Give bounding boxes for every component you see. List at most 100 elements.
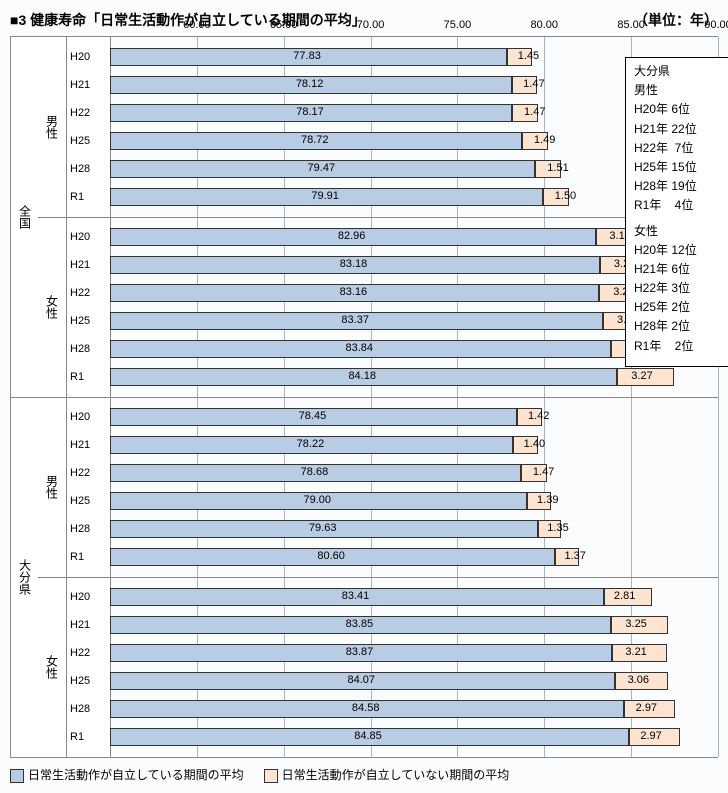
bar-value: 84.85	[354, 730, 382, 742]
bar-value: 78.68	[301, 466, 329, 478]
bar-value: 3.21	[625, 646, 646, 658]
year-label: R1	[70, 363, 110, 391]
info-line: H25年 15位	[634, 158, 720, 177]
info-line: R1年 2位	[634, 337, 720, 356]
info-line: H22年 3位	[634, 279, 720, 298]
info-line: H20年 12位	[634, 241, 720, 260]
year-label: H22	[70, 639, 110, 667]
category-label: 女性	[38, 217, 67, 397]
year-label: H20	[70, 43, 110, 71]
info-line: H20年 6位	[634, 100, 720, 119]
bar-value: 1.35	[547, 522, 568, 534]
year-label: H25	[70, 307, 110, 335]
bar-value: 1.45	[518, 50, 539, 62]
x-tick-label: 70.00	[357, 19, 385, 31]
bar-value: 83.87	[346, 646, 374, 658]
bar-value: 84.07	[347, 674, 375, 686]
bar-value: 1.47	[524, 106, 545, 118]
bar-value: 1.47	[523, 78, 544, 90]
legend-series2: 日常生活動作が自立していない期間の平均	[282, 768, 510, 782]
bar-value: 1.42	[528, 410, 549, 422]
bar-value: 1.50	[555, 190, 576, 202]
bar-value: 3.25	[625, 618, 646, 630]
info-line: H25年 2位	[634, 298, 720, 317]
bar-value: 2.81	[614, 590, 635, 602]
region-label: 全国	[10, 37, 40, 397]
x-tick-label: 85.00	[617, 19, 645, 31]
bar-value: 2.97	[636, 702, 657, 714]
bar-value: 83.41	[342, 590, 370, 602]
bar-value: 83.16	[340, 286, 368, 298]
year-label: H20	[70, 583, 110, 611]
info-head: 女性	[634, 222, 720, 241]
year-label: H21	[70, 431, 110, 459]
year-label: H22	[70, 459, 110, 487]
bar-value: 80.60	[317, 550, 345, 562]
bar-value: 84.18	[348, 370, 376, 382]
bar-value: 1.49	[534, 134, 555, 146]
bar-value: 84.58	[352, 702, 380, 714]
bar-value: 1.39	[537, 494, 558, 506]
region-label: 大分県	[10, 397, 40, 757]
year-label: H21	[70, 71, 110, 99]
year-label: H22	[70, 99, 110, 127]
info-line: H28年 2位	[634, 317, 720, 336]
bar-value: 1.47	[533, 466, 554, 478]
year-label: H21	[70, 611, 110, 639]
info-line: R1年 4位	[634, 196, 720, 215]
year-label: H20	[70, 223, 110, 251]
bar-value: 83.37	[341, 314, 369, 326]
bar-value: 3.06	[628, 674, 649, 686]
info-line: H28年 19位	[634, 177, 720, 196]
x-tick-label: 65.00	[270, 19, 298, 31]
year-label: H28	[70, 155, 110, 183]
year-label: H25	[70, 487, 110, 515]
bar-value: 1.51	[547, 162, 568, 174]
bar-value: 82.96	[338, 230, 366, 242]
category-label: 女性	[38, 577, 67, 757]
category-label: 男性	[38, 397, 67, 577]
year-label: H28	[70, 515, 110, 543]
bar-value: 78.12	[296, 78, 324, 90]
x-tick-label: 75.00	[444, 19, 472, 31]
year-label: R1	[70, 543, 110, 571]
year-label: R1	[70, 723, 110, 751]
year-label: H25	[70, 667, 110, 695]
bar-value: 3.27	[631, 370, 652, 382]
bar-value: 78.72	[301, 134, 329, 146]
category-label: 男性	[38, 37, 67, 217]
info-head: 男性	[634, 81, 720, 100]
plot-area: 60.0065.0070.0075.0080.0085.0090.00 H207…	[10, 36, 718, 758]
info-line: H21年 22位	[634, 120, 720, 139]
x-tick-label: 80.00	[531, 19, 559, 31]
chart: ■3 健康寿命「日常生活動作が自立している期間の平均」 （単位：年） 60.00…	[10, 10, 718, 783]
bar-value: 78.22	[297, 438, 325, 450]
bar-value: 1.37	[565, 550, 586, 562]
bar-value: 78.45	[299, 410, 327, 422]
x-tick-label: 60.00	[183, 19, 211, 31]
bar-value: 83.85	[346, 618, 374, 630]
year-label: R1	[70, 183, 110, 211]
info-line: H22年 7位	[634, 139, 720, 158]
bar-value: 79.00	[303, 494, 331, 506]
legend: 日常生活動作が自立している期間の平均 日常生活動作が自立していない期間の平均	[10, 766, 718, 783]
x-tick-label: 90.00	[704, 19, 728, 31]
bar-value: 79.47	[308, 162, 336, 174]
year-label: H28	[70, 695, 110, 723]
bar-value: 83.84	[345, 342, 373, 354]
year-label: H28	[70, 335, 110, 363]
year-label: H22	[70, 279, 110, 307]
bar-value: 78.17	[296, 106, 324, 118]
year-label: H20	[70, 403, 110, 431]
year-label: H21	[70, 251, 110, 279]
bar-value: 77.83	[293, 50, 321, 62]
bar-value: 2.97	[640, 730, 661, 742]
year-label: H25	[70, 127, 110, 155]
bar-value: 79.63	[309, 522, 337, 534]
ranking-box: 大分県男性H20年 6位H21年 22位H22年 7位H25年 15位H28年 …	[625, 57, 728, 367]
bar-value: 79.91	[311, 190, 339, 202]
bar-value: 83.18	[340, 258, 368, 270]
bar-value: 1.40	[524, 438, 545, 450]
legend-series1: 日常生活動作が自立している期間の平均	[28, 768, 244, 782]
info-title: 大分県	[634, 62, 720, 81]
